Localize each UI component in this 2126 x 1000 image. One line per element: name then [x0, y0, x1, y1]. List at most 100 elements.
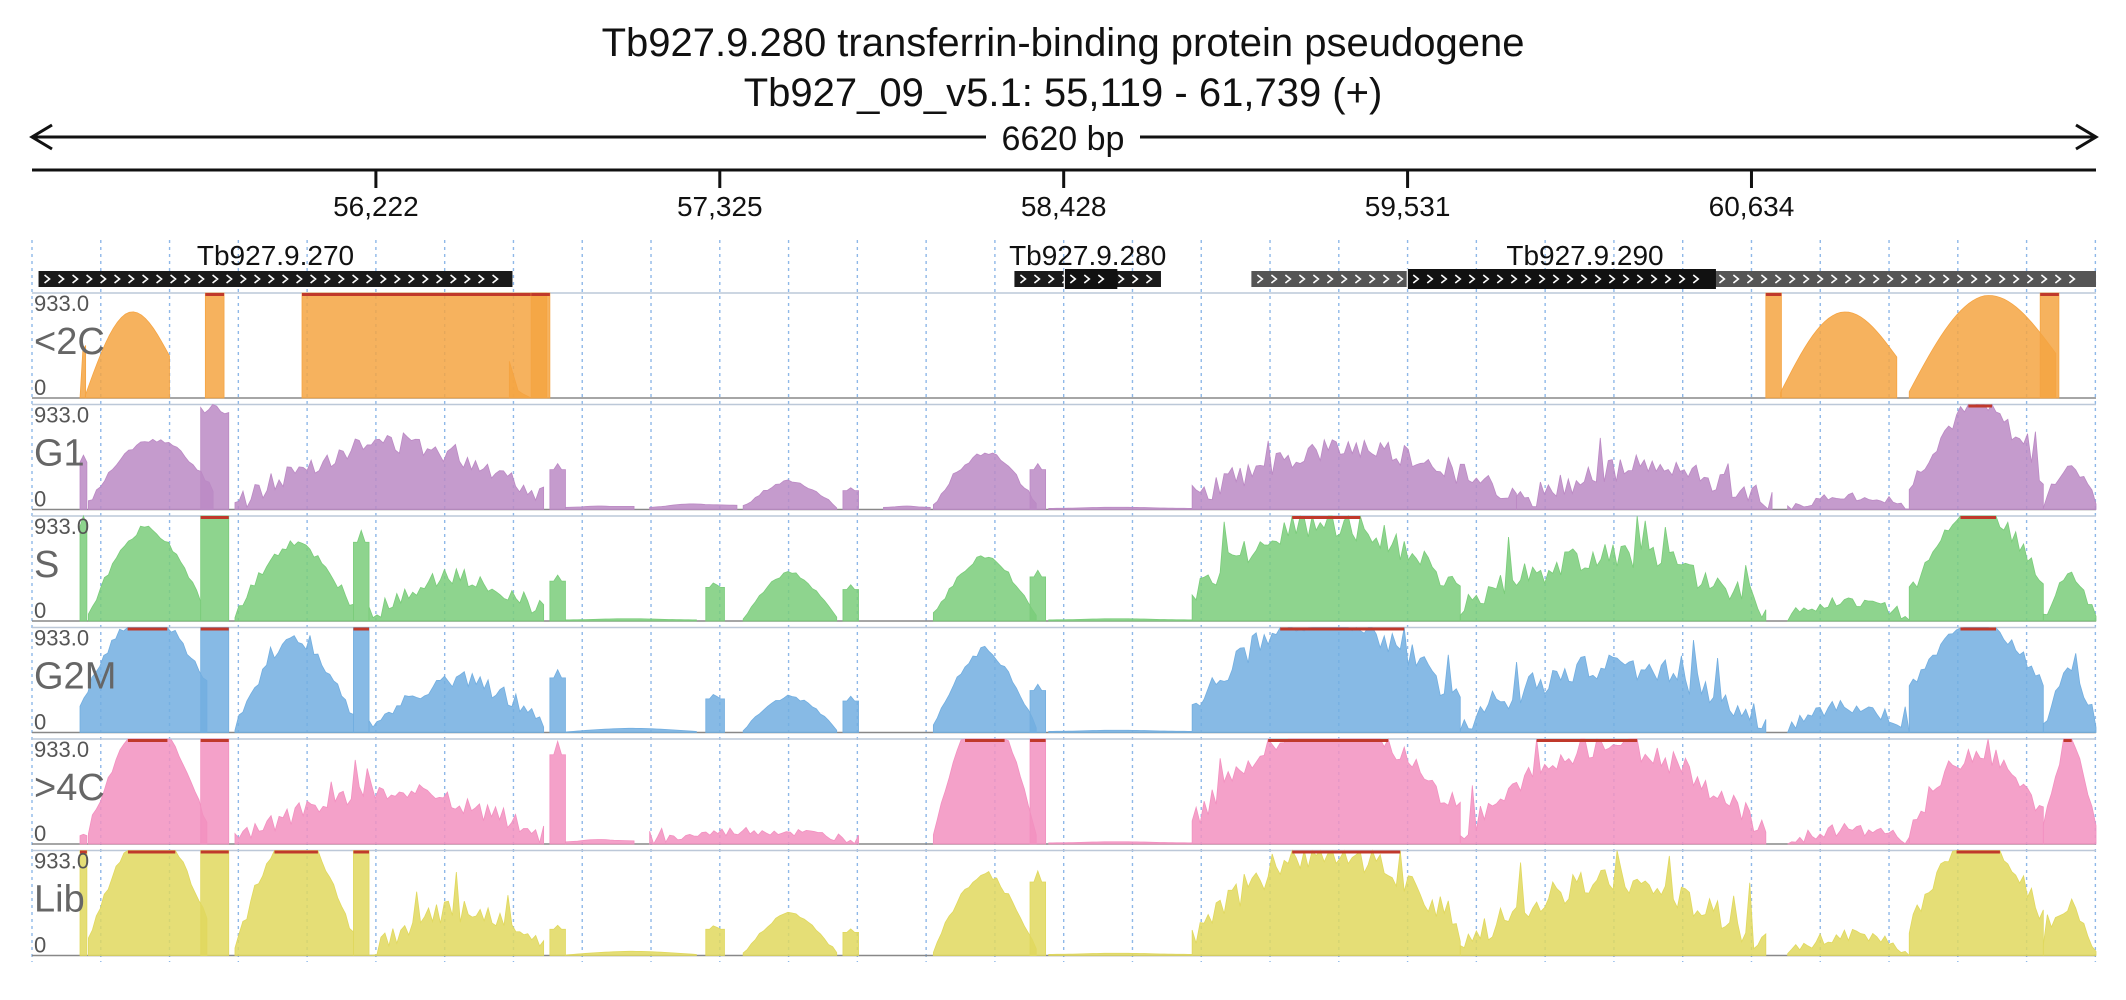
- coverage-area-2-13: [1048, 618, 1193, 622]
- track-G1-1: 933.0 0 G1: [32, 403, 2097, 512]
- clip-indicator-2-2: [200, 516, 229, 519]
- coverage-area-5-9: [742, 911, 838, 956]
- coverage-area-5-8: [705, 925, 725, 956]
- gene-label-2: Tb927.9.290: [1506, 240, 1663, 271]
- coverage-area-3-12: [1048, 729, 1193, 733]
- span-label: 6620 bp: [1002, 120, 1125, 158]
- track-label-1: G1: [34, 433, 85, 475]
- clip-indicator-3-16: [1960, 627, 1996, 631]
- track-ymin-1: 0: [34, 487, 46, 512]
- coverage-area-2-15: [1459, 515, 1767, 622]
- clip-indicator-5-2: [200, 850, 229, 854]
- clip-indicator-3-13: [1280, 627, 1405, 631]
- coverage-area-1-15: [1787, 492, 1910, 511]
- coverage-area-0-0: [79, 345, 87, 399]
- coverage-area-1-4: [549, 462, 566, 510]
- coverage-area-5-14: [1191, 849, 1461, 956]
- coverage-area-4-9: [1048, 841, 1193, 845]
- coverage-area-0-7: [1908, 295, 2057, 399]
- coverage-area-3-5: [549, 668, 566, 733]
- coverage-area-5-1: [88, 850, 208, 956]
- clip-indicator-2-17: [1960, 516, 1996, 519]
- clip-indicator-5-17: [1956, 850, 2000, 854]
- coverage-area-0-5: [530, 292, 551, 399]
- coverage-area-2-9: [742, 571, 838, 622]
- track-ymin-2: 0: [34, 598, 46, 623]
- clip-indicator-4-10: [1268, 739, 1389, 742]
- coverage-area-4-4: [549, 739, 566, 845]
- coverage-area-1-3: [234, 432, 545, 510]
- coverage-area-3-3: [353, 627, 370, 733]
- clip-indicator-5-3: [274, 850, 318, 854]
- coverage-area-4-14: [2042, 738, 2097, 845]
- clip-indicator-4-1: [127, 739, 168, 742]
- tick-label-3: 59,531: [1365, 191, 1451, 222]
- coverage-area-4-0: [79, 833, 88, 845]
- scale-ticks: 56,222 57,325 58,428 59,531 60,634: [333, 170, 1794, 222]
- coverage-area-1-9: [883, 505, 931, 510]
- clip-indicator-4-7: [965, 739, 1005, 742]
- clip-indicator-5-4: [353, 850, 370, 854]
- coverage-area-2-4: [353, 529, 370, 622]
- coverage-area-5-12: [1029, 869, 1046, 956]
- coverage-area-3-7: [705, 693, 725, 733]
- clip-indicator-3-0: [127, 627, 168, 631]
- coverage-area-4-8: [1029, 738, 1046, 845]
- coverage-area-4-11: [1459, 738, 1767, 845]
- coverage-area-5-17: [1908, 850, 2044, 956]
- gene-track[interactable]: Tb927.9.270 Tb927.9.280 Tb927.9.290: [38, 240, 2096, 289]
- clip-indicator-4-2: [200, 739, 229, 742]
- clip-indicator-4-11: [1536, 739, 1638, 742]
- gene-subfeature-1: [1407, 269, 1716, 289]
- coverage-area-2-11: [932, 555, 1037, 622]
- track-ymin-4: 0: [34, 821, 46, 846]
- coverage-area-2-18: [2042, 571, 2097, 622]
- coverage-area-4-2: [200, 738, 230, 845]
- coverage-area-1-2: [200, 404, 230, 510]
- clip-indicator-0-5: [531, 293, 550, 296]
- clip-indicator-5-14: [1292, 850, 1401, 854]
- coverage-area-4-7: [932, 738, 1037, 845]
- coverage-area-3-4: [368, 670, 545, 733]
- coverage-area-2-6: [549, 574, 566, 622]
- coverage-area-2-14: [1191, 515, 1461, 622]
- track-ymax-0: 933.0: [34, 291, 89, 316]
- coverage-area-2-7: [565, 618, 697, 622]
- coverage-area-2-5: [368, 567, 545, 622]
- coverage-area-3-9: [842, 695, 859, 733]
- tick-label-1: 57,325: [677, 191, 763, 222]
- coverage-area-1-0: [79, 454, 88, 510]
- coverage-area-0-8: [1765, 292, 1782, 399]
- coverage-area-5-13: [1048, 952, 1193, 956]
- coverage-area-4-5: [565, 839, 635, 845]
- coverage-area-0-4: [508, 361, 532, 399]
- clip-indicator-0-9: [2040, 293, 2059, 296]
- gene-subfeature-0: [1064, 269, 1118, 289]
- coverage-area-2-12: [1029, 569, 1046, 622]
- gene-subfeature-arrows-0: [1069, 274, 1105, 284]
- coverage-area-3-11: [1029, 683, 1046, 733]
- coverage-area-5-4: [353, 850, 370, 956]
- coverage-area-1-7: [742, 479, 838, 510]
- coverage-area-2-17: [1908, 515, 2044, 622]
- clip-indicator-0-2: [205, 293, 225, 296]
- span-ruler: 6620 bp: [29, 120, 2099, 158]
- clip-indicator-4-14: [2063, 739, 2072, 742]
- track-ymax-2: 933.0: [34, 514, 89, 539]
- clip-indicator-5-1: [127, 850, 176, 854]
- coverage-area-5-5: [368, 871, 545, 956]
- coverage-area-2-16: [1786, 596, 1910, 622]
- coverage-area-3-13: [1191, 626, 1461, 733]
- track-S-2: 933.0 0 S: [32, 514, 2097, 623]
- track-ymax-1: 933.0: [34, 403, 89, 428]
- coverage-area-2-2: [200, 515, 230, 622]
- coverage-area-1-5: [565, 505, 635, 510]
- track-4C-4: 933.0 0 >4C: [32, 737, 2097, 846]
- coverage-area-1-12: [1048, 506, 1193, 510]
- track-2C-0: 933.0 0 <2C: [32, 291, 2096, 400]
- track-ymin-0: 0: [34, 375, 46, 400]
- track-G2M-3: 933.0 0 G2M: [32, 626, 2097, 735]
- clip-indicator-3-1: [200, 627, 229, 631]
